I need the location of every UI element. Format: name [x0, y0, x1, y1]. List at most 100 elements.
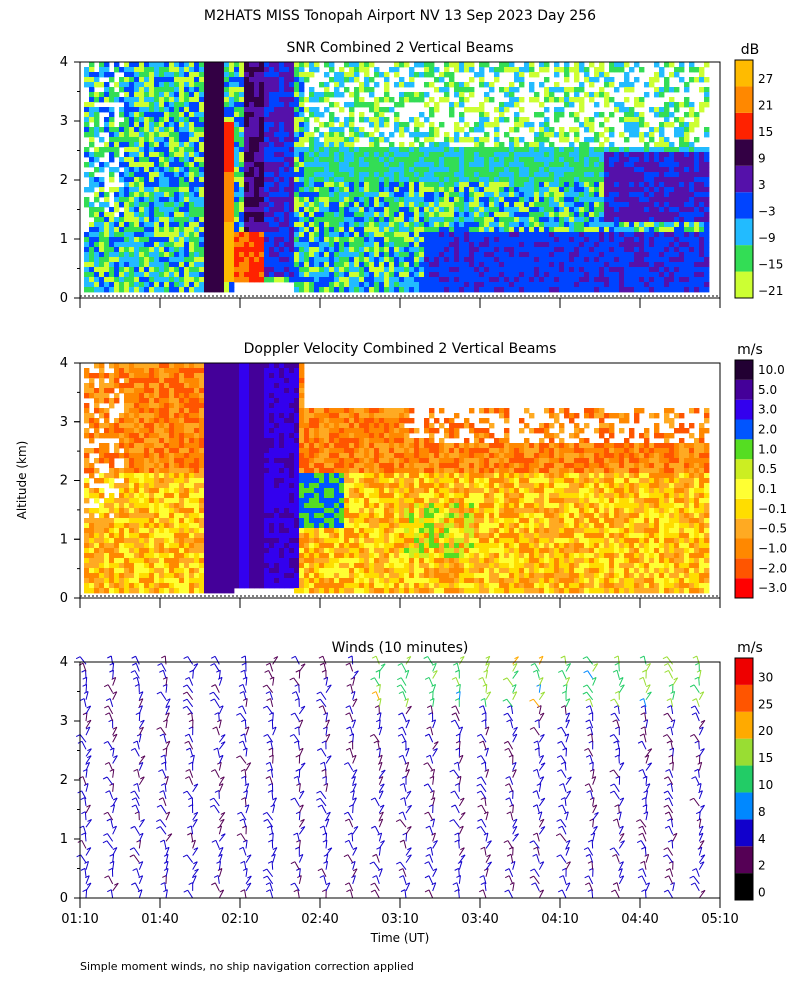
snr-cell: [459, 177, 465, 183]
snr-cell: [654, 242, 660, 248]
snr-cell: [644, 242, 650, 248]
snr-cell: [204, 247, 210, 253]
snr-cell: [364, 182, 370, 188]
snr-cell: [219, 247, 225, 253]
snr-cell: [419, 97, 425, 103]
snr-cell: [199, 187, 205, 193]
snr-cell: [184, 142, 190, 148]
snr-cell: [614, 162, 620, 168]
snr-cell: [614, 262, 620, 268]
snr-cell: [239, 202, 245, 208]
snr-cell: [679, 77, 685, 83]
snr-cell: [664, 157, 670, 163]
snr-cell: [364, 187, 370, 193]
snr-cell: [229, 257, 235, 263]
snr-cell: [439, 172, 445, 178]
snr-cell: [339, 212, 345, 218]
snr-cell: [174, 102, 180, 108]
snr-cell: [404, 152, 410, 158]
snr-cell: [249, 67, 255, 73]
snr-cell: [284, 202, 290, 208]
snr-cell: [559, 172, 565, 178]
snr-cell: [164, 227, 170, 233]
snr-cell: [454, 192, 460, 198]
snr-cell: [279, 72, 285, 78]
snr-cell: [139, 187, 145, 193]
snr-cell: [354, 137, 360, 143]
snr-cell: [134, 227, 140, 233]
snr-cell: [174, 122, 180, 128]
snr-cell: [469, 262, 475, 268]
snr-cell: [459, 82, 465, 88]
snr-cell: [189, 247, 195, 253]
snr-cell: [239, 92, 245, 98]
snr-cell: [319, 287, 325, 293]
snr-cell: [234, 82, 240, 88]
snr-cell: [289, 252, 295, 258]
snr-cell: [324, 267, 330, 273]
snr-cell: [169, 152, 175, 158]
snr-cell: [289, 102, 295, 108]
snr-cell: [394, 272, 400, 278]
snr-cell: [144, 67, 150, 73]
snr-cell: [549, 187, 555, 193]
snr-cell: [94, 272, 100, 278]
snr-cell: [524, 262, 530, 268]
snr-cell: [454, 82, 460, 88]
snr-cell: [649, 137, 655, 143]
snr-cell: [419, 122, 425, 128]
snr-cell: [209, 147, 215, 153]
snr-cell: [249, 257, 255, 263]
snr-cell: [129, 92, 135, 98]
snr-cell: [209, 177, 215, 183]
snr-cell: [679, 122, 685, 128]
snr-cell: [389, 177, 395, 183]
snr-cell: [579, 107, 585, 113]
snr-cell: [504, 262, 510, 268]
snr-cell: [554, 67, 560, 73]
snr-cell: [334, 102, 340, 108]
snr-cell: [494, 247, 500, 253]
snr-cell: [614, 247, 620, 253]
snr-cell: [359, 262, 365, 268]
snr-cell: [494, 237, 500, 243]
snr-cell: [589, 187, 595, 193]
snr-cell: [654, 217, 660, 223]
snr-cell: [344, 227, 350, 233]
snr-cell: [219, 202, 225, 208]
snr-cell: [344, 197, 350, 203]
snr-cell: [289, 242, 295, 248]
snr-cell: [304, 182, 310, 188]
snr-cell: [379, 157, 385, 163]
snr-cell: [429, 82, 435, 88]
snr-cell: [684, 127, 690, 133]
snr-cell: [264, 247, 270, 253]
snr-cell: [389, 97, 395, 103]
snr-cell: [209, 202, 215, 208]
snr-cell: [359, 277, 365, 283]
snr-cell: [454, 252, 460, 258]
snr-cell: [629, 112, 635, 118]
snr-cell: [84, 77, 90, 83]
snr-cell: [684, 267, 690, 273]
snr-cell: [454, 87, 460, 93]
snr-cell: [534, 132, 540, 138]
snr-cell: [464, 237, 470, 243]
snr-cell: [504, 257, 510, 263]
snr-cell: [189, 217, 195, 223]
snr-cell: [629, 197, 635, 203]
snr-cell: [384, 87, 390, 93]
snr-cell: [184, 87, 190, 93]
snr-cell: [559, 262, 565, 268]
snr-cell: [639, 287, 645, 293]
snr-cell: [84, 147, 90, 153]
snr-cell: [229, 167, 235, 173]
snr-cell: [189, 242, 195, 248]
snr-cell: [294, 122, 300, 128]
snr-cell: [354, 217, 360, 223]
snr-cell: [269, 252, 275, 258]
snr-cell: [379, 182, 385, 188]
snr-cell: [319, 207, 325, 213]
snr-cell: [239, 142, 245, 148]
snr-cell: [224, 287, 230, 293]
